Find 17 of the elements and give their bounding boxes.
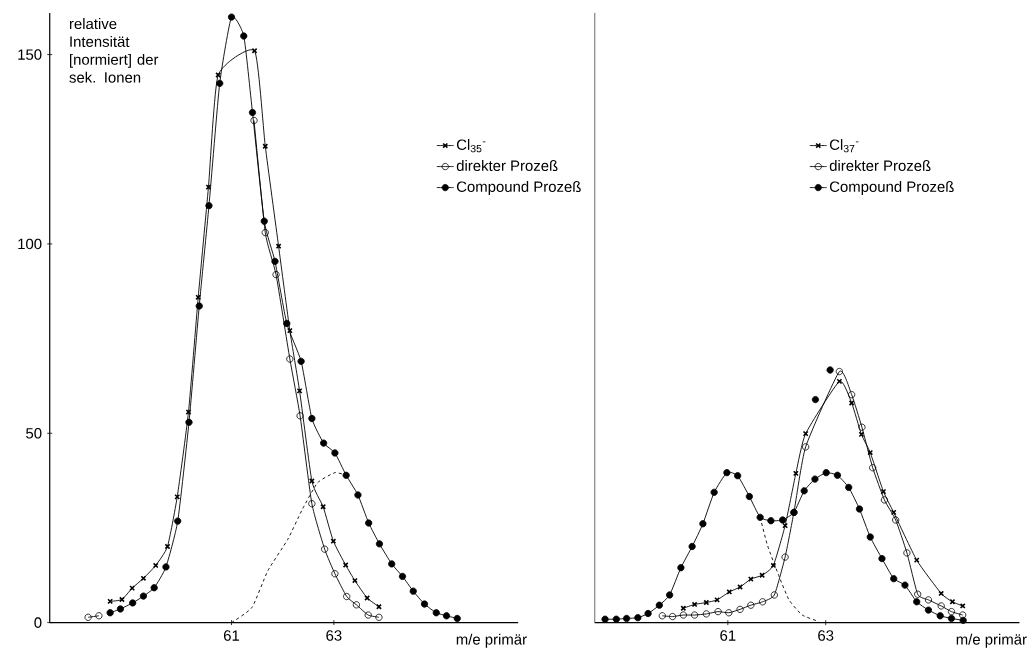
x-tick-label: 63: [326, 630, 342, 642]
x-tick-label: 63: [818, 630, 834, 642]
x-tick-label: 61: [223, 630, 240, 642]
y-tick-label: 0: [34, 617, 42, 629]
x-axis-title: m/e primär: [456, 633, 527, 648]
y-tick-label: 50: [26, 428, 42, 439]
legend-label: Cl$_{35}$-: [456, 139, 486, 153]
legend-label: Compound Prozeß: [456, 181, 581, 196]
legend-label: Compound Prozeß: [829, 181, 954, 196]
y-axis-title: relative Intensität [normiert] der sek. Ionen: [69, 18, 159, 83]
legend-label: direkter Prozeß: [829, 160, 931, 172]
x-axis-title: m/e primär: [956, 633, 1027, 648]
x-tick-label: 61: [720, 630, 736, 642]
y-tick-label: 100: [18, 238, 42, 250]
legend-label: direkter Prozeß: [456, 160, 558, 172]
legend-label: Cl$_{37}$-: [829, 139, 859, 153]
y-tick-label: 150: [18, 49, 42, 61]
